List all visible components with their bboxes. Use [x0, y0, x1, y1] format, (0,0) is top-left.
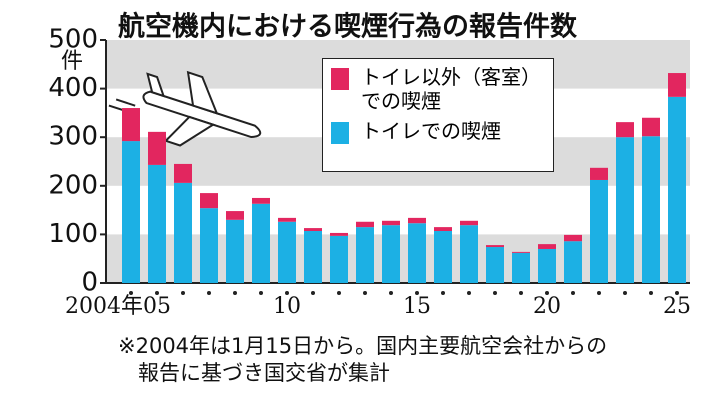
bar-segment	[382, 220, 400, 226]
bar-segment	[148, 164, 166, 283]
y-tick-label: 300	[48, 122, 98, 152]
footnote: ※2004年は1月15日から。国内主要航空会社からの	[118, 334, 607, 358]
bar-segment	[512, 252, 530, 283]
bar-segment	[512, 251, 530, 253]
bar-segment	[200, 208, 218, 283]
bar-segment	[460, 225, 478, 283]
bar-segment	[590, 167, 608, 180]
x-tick	[181, 291, 185, 295]
x-tick	[207, 291, 211, 295]
x-tick	[597, 291, 601, 295]
x-tick	[545, 291, 549, 295]
bar-segment	[330, 235, 348, 283]
bar-segment	[226, 211, 244, 220]
bar-segment	[642, 117, 660, 137]
bar-segment	[668, 73, 686, 97]
legend-swatch	[331, 122, 349, 144]
x-tick	[649, 291, 653, 295]
x-tick	[493, 291, 497, 295]
bar-segment	[616, 137, 634, 283]
y-tick-label: 100	[48, 219, 98, 249]
bar-segment	[304, 228, 322, 231]
x-tick	[415, 291, 419, 295]
legend-label: トイレでの喫煙	[361, 119, 501, 143]
bar-segment	[616, 122, 634, 138]
bar-segment	[434, 227, 452, 231]
bar-segment	[408, 223, 426, 283]
x-tick	[129, 291, 133, 295]
bar-segment	[148, 131, 166, 165]
bar-segment	[538, 248, 556, 283]
y-tick-label: 0	[81, 268, 98, 298]
x-tick	[441, 291, 445, 295]
bar-segment	[226, 219, 244, 283]
y-tick-label: 500	[48, 25, 98, 55]
x-tick	[623, 291, 627, 295]
x-tick	[337, 291, 341, 295]
chart-title: 航空機内における喫煙行為の報告件数	[118, 11, 578, 43]
bar-segment	[174, 182, 192, 283]
x-tick	[467, 291, 471, 295]
bar-segment	[642, 136, 660, 283]
x-tick	[259, 291, 263, 295]
x-tick	[233, 291, 237, 295]
y-tick-label: 200	[48, 170, 98, 200]
bar-segment	[122, 108, 140, 142]
x-tick	[285, 291, 289, 295]
x-tick-label: 2004年	[65, 294, 143, 319]
bar-segment	[330, 232, 348, 236]
legend-label: トイレ以外（客室）での喫煙	[361, 65, 541, 113]
bar-segment	[278, 221, 296, 283]
x-tick-label: 20	[533, 294, 561, 319]
bar-segment	[590, 179, 608, 283]
bar-segment	[434, 230, 452, 283]
bar-segment	[382, 225, 400, 283]
x-tick	[389, 291, 393, 295]
bar-segment	[460, 220, 478, 226]
x-tick-label: 15	[403, 294, 431, 319]
legend-swatch	[331, 68, 349, 90]
bar-segment	[252, 197, 270, 204]
bar-segment	[174, 163, 192, 183]
bar-segment	[200, 193, 218, 209]
legend-item: トイレ以外（客室）での喫煙	[331, 65, 547, 113]
bar-segment	[668, 96, 686, 283]
bar-segment	[408, 217, 426, 224]
bar-segment	[486, 247, 504, 283]
bar-segment	[356, 221, 374, 228]
y-tick-label: 400	[48, 73, 98, 103]
x-tick-label: 10	[273, 294, 301, 319]
x-tick	[155, 291, 159, 295]
bar-segment	[486, 245, 504, 248]
bar-segment	[304, 230, 322, 283]
y-unit: 件	[61, 49, 83, 74]
x-tick	[363, 291, 367, 295]
x-tick-label: 05	[143, 294, 171, 319]
x-tick-label: 25	[663, 294, 691, 319]
x-tick	[571, 291, 575, 295]
x-tick	[675, 291, 679, 295]
footnote: 報告に基づき国交省が集計	[138, 361, 390, 385]
x-tick	[311, 291, 315, 295]
bar-segment	[356, 227, 374, 283]
bar-segment	[564, 234, 582, 242]
bar-segment	[564, 241, 582, 283]
bar-segment	[252, 203, 270, 283]
x-tick	[519, 291, 523, 295]
bar-segment	[278, 217, 296, 222]
legend: トイレ以外（客室）での喫煙トイレでの喫煙	[322, 58, 554, 172]
bar-segment	[122, 141, 140, 283]
legend-item: トイレでの喫煙	[331, 119, 547, 144]
airplane-icon	[108, 70, 262, 147]
bar-segment	[538, 244, 556, 249]
